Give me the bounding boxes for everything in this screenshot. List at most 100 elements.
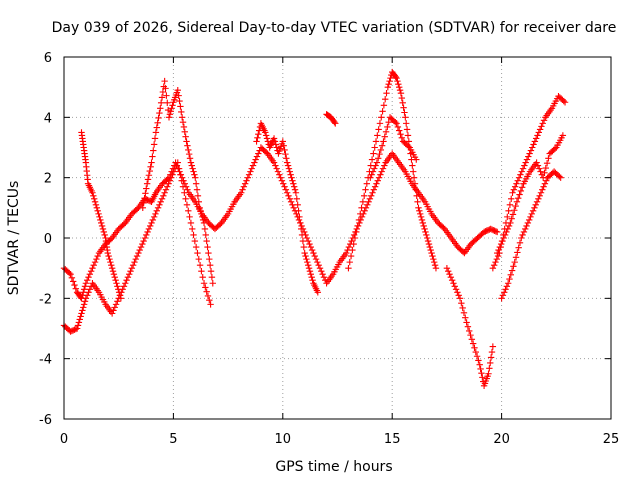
data-point xyxy=(476,361,483,368)
data-point xyxy=(168,105,175,112)
data-point xyxy=(473,353,481,360)
data-point xyxy=(281,183,288,190)
data-point xyxy=(358,204,365,212)
data-point xyxy=(181,128,188,136)
data-point xyxy=(196,204,203,212)
data-point xyxy=(111,274,118,281)
data-point xyxy=(535,195,542,202)
data-point xyxy=(458,299,465,307)
data-point xyxy=(525,216,533,224)
data-point xyxy=(179,118,187,126)
data-point xyxy=(425,240,433,248)
data-point xyxy=(206,255,213,263)
data-point xyxy=(396,83,403,91)
data-point xyxy=(320,274,328,281)
data-point xyxy=(343,249,350,257)
data-point xyxy=(499,237,506,245)
data-point xyxy=(278,177,286,184)
data-point xyxy=(280,142,287,149)
data-point xyxy=(414,198,421,205)
data-point xyxy=(189,165,196,172)
data-point xyxy=(207,267,215,275)
data-point xyxy=(165,114,173,121)
data-point xyxy=(536,192,543,199)
data-point xyxy=(282,186,290,193)
data-point xyxy=(167,108,174,115)
data-point xyxy=(397,131,404,138)
data-point xyxy=(384,123,391,131)
data-point xyxy=(541,180,549,187)
data-point xyxy=(353,228,360,236)
data-point xyxy=(456,295,464,302)
data-point xyxy=(115,286,122,293)
data-point xyxy=(109,267,117,275)
data-point xyxy=(508,267,516,274)
data-point xyxy=(447,274,455,281)
data-point xyxy=(426,243,434,251)
data-point xyxy=(159,88,167,96)
data-point xyxy=(503,228,510,236)
series-track-11 xyxy=(494,132,567,257)
data-point xyxy=(296,213,303,221)
data-point xyxy=(240,183,248,190)
data-point xyxy=(536,126,544,133)
data-point xyxy=(191,171,198,178)
data-point xyxy=(100,228,108,236)
data-point xyxy=(206,296,213,304)
data-point xyxy=(384,83,392,91)
data-point xyxy=(86,271,94,278)
data-point xyxy=(430,255,437,263)
data-point xyxy=(153,124,160,131)
data-point xyxy=(81,283,89,290)
data-point xyxy=(199,213,206,221)
data-point xyxy=(378,168,385,175)
data-point xyxy=(494,228,501,236)
data-point xyxy=(319,271,326,278)
data-point xyxy=(431,258,438,266)
data-point xyxy=(297,225,305,233)
data-point xyxy=(72,325,80,333)
data-point xyxy=(198,210,205,218)
data-point xyxy=(400,104,407,111)
data-point xyxy=(154,204,162,212)
data-point xyxy=(379,108,386,115)
data-point xyxy=(489,264,497,272)
data-point xyxy=(376,150,383,158)
data-point xyxy=(290,183,298,190)
data-point xyxy=(291,186,299,193)
x-tick-labels: 0 5 10 15 20 25 xyxy=(60,432,619,447)
data-point xyxy=(380,138,387,145)
data-point xyxy=(198,267,205,275)
data-point xyxy=(287,171,294,178)
data-point xyxy=(147,163,154,171)
data-point xyxy=(377,146,385,154)
data-point xyxy=(515,244,522,251)
data-point xyxy=(531,204,538,212)
data-point xyxy=(403,120,410,127)
data-point xyxy=(76,316,83,323)
data-point xyxy=(244,174,251,181)
data-point xyxy=(393,74,400,82)
data-point xyxy=(372,162,379,169)
data-point xyxy=(306,240,313,248)
data-point xyxy=(140,237,147,245)
data-point xyxy=(147,222,154,230)
data-point xyxy=(527,213,534,221)
data-point xyxy=(300,243,308,251)
data-point xyxy=(114,283,121,290)
data-point xyxy=(401,109,408,116)
data-point xyxy=(345,264,352,272)
data-point xyxy=(283,189,291,196)
data-point xyxy=(87,267,95,275)
data-point xyxy=(133,252,141,260)
data-point xyxy=(370,150,377,157)
data-point xyxy=(427,246,434,254)
data-point xyxy=(67,271,74,278)
data-point xyxy=(183,138,190,145)
data-point xyxy=(120,283,128,290)
y-tick-labels: -6 -4 -2 0 2 4 6 xyxy=(39,51,52,428)
data-point xyxy=(525,153,532,160)
data-point xyxy=(529,144,536,151)
data-point xyxy=(129,261,137,269)
data-point xyxy=(180,123,188,131)
